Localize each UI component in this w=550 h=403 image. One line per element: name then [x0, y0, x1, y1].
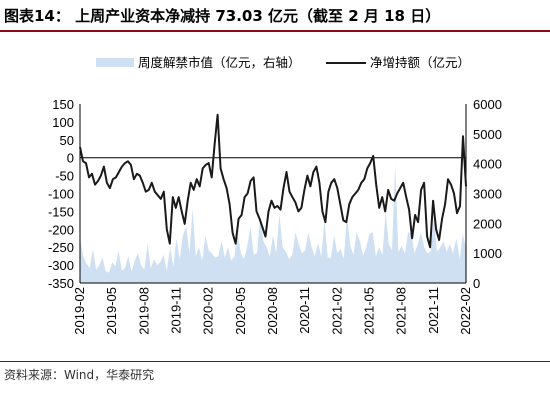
y-left-tick-label: -250 — [48, 240, 74, 255]
y-left-tick-label: -200 — [48, 222, 74, 237]
y-right-tick-label: 4000 — [473, 157, 502, 172]
y-left-tick-label: -150 — [48, 204, 74, 219]
x-tick-label: 2021-02 — [329, 287, 344, 335]
x-tick-label: 2019-02 — [72, 287, 87, 335]
area-unlock-value — [80, 163, 466, 283]
x-tick-label: 2019-05 — [104, 287, 119, 335]
y-left-tick-label: 100 — [52, 115, 74, 130]
x-tick-label: 2021-05 — [362, 287, 377, 335]
legend-swatch-area — [96, 58, 134, 67]
legend: 周度解禁市值（亿元，右轴） 净增持额（亿元） — [96, 55, 470, 70]
x-tick-label: 2022-02 — [458, 287, 473, 335]
y-right-tick-label: 1000 — [473, 246, 502, 261]
x-tick-label: 2020-02 — [201, 287, 216, 335]
tick-labels: 150 100 50 0 -50 -100 -150 -200 -250 -300 -350 6000… — [48, 97, 502, 335]
chart-canvas: 周度解禁市值（亿元，右轴） 净增持额（亿元） 150 100 50 0 -50 -100 -… — [48, 55, 502, 335]
y-left-tick-label: -50 — [55, 169, 74, 184]
y-left-tick-label: -100 — [48, 187, 74, 202]
line-series — [79, 113, 467, 249]
title-rule — [0, 30, 550, 32]
legend-label-area: 周度解禁市值（亿元，右轴） — [138, 55, 301, 70]
y-left-tick-label: 0 — [67, 151, 74, 166]
x-tick-label: 2020-08 — [265, 287, 280, 335]
y-right-tick-label: 5000 — [473, 127, 502, 142]
footer-rule — [0, 361, 550, 362]
x-tick-label: 2020-05 — [233, 287, 248, 335]
y-right-tick-label: 0 — [473, 276, 480, 291]
y-left-tick-label: 50 — [60, 133, 74, 148]
x-tick-label: 2019-08 — [136, 287, 151, 335]
legend-label-line: 净增持额（亿元） — [370, 55, 470, 70]
x-tick-label: 2021-08 — [394, 287, 409, 335]
y-right-tick-label: 2000 — [473, 216, 502, 231]
x-tick-label: 2020-11 — [297, 287, 312, 334]
source-note: 资料来源：Wind，华泰研究 — [4, 368, 155, 382]
area-series — [80, 163, 466, 283]
y-left-tick-label: 150 — [52, 97, 74, 112]
x-tick-label: 2021-11 — [426, 287, 441, 334]
axes — [79, 104, 467, 284]
y-left-tick-label: -350 — [48, 276, 74, 291]
y-left-tick-label: -300 — [48, 258, 74, 273]
line-net-increase — [79, 113, 467, 249]
y-right-tick-label: 3000 — [473, 187, 502, 202]
chart-title: 图表14： 上周产业资本净减持 73.03 亿元（截至 2 月 18 日） — [4, 7, 441, 25]
x-tick-label: 2019-11 — [169, 287, 184, 334]
y-right-tick-label: 6000 — [473, 97, 502, 112]
